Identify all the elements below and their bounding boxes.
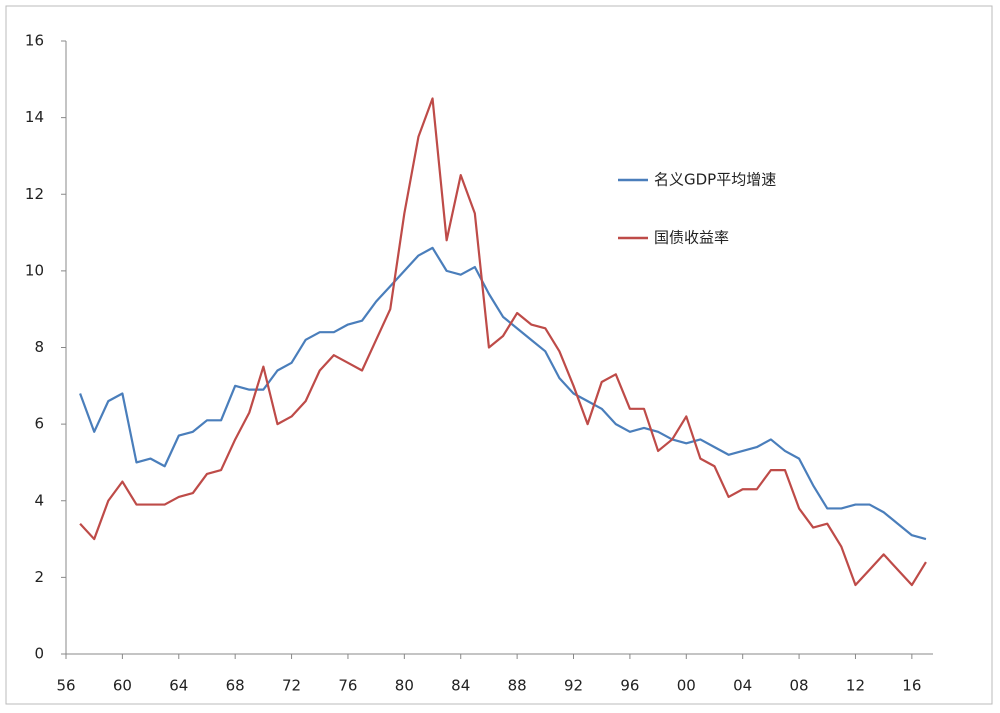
chart-frame — [5, 5, 993, 705]
y-tick-label: 4 — [34, 491, 44, 509]
data-line — [79, 97, 927, 587]
x-tick-label: 96 — [620, 677, 639, 695]
data-line — [79, 246, 927, 541]
legend-label: 名义GDP平均增速 — [654, 171, 776, 189]
x-tick-label: 12 — [846, 677, 865, 695]
y-tick-label: 0 — [34, 645, 44, 663]
y-tick-label: 14 — [25, 108, 44, 126]
x-tick-label: 72 — [282, 677, 301, 695]
x-tick-label: 64 — [169, 677, 188, 695]
y-tick-label: 10 — [25, 261, 44, 279]
x-tick-label: 92 — [564, 677, 583, 695]
x-tick-label: 00 — [677, 677, 696, 695]
x-tick-label: 68 — [226, 677, 245, 695]
x-tick-label: 76 — [338, 677, 357, 695]
y-tick-label: 8 — [34, 338, 44, 356]
x-tick-label: 60 — [113, 677, 132, 695]
x-tick-label: 80 — [395, 677, 414, 695]
x-tick-label: 88 — [508, 677, 527, 695]
legend-label: 国债收益率 — [654, 229, 729, 247]
x-tick-label: 56 — [56, 677, 75, 695]
y-tick-label: 12 — [25, 185, 44, 203]
x-tick-label: 08 — [790, 677, 809, 695]
x-tick-label: 84 — [451, 677, 470, 695]
x-tick-label: 04 — [733, 677, 752, 695]
y-tick-label: 16 — [25, 32, 44, 50]
x-tick-label: 16 — [902, 677, 921, 695]
y-tick-label: 6 — [34, 415, 44, 433]
y-tick-label: 2 — [34, 568, 44, 586]
